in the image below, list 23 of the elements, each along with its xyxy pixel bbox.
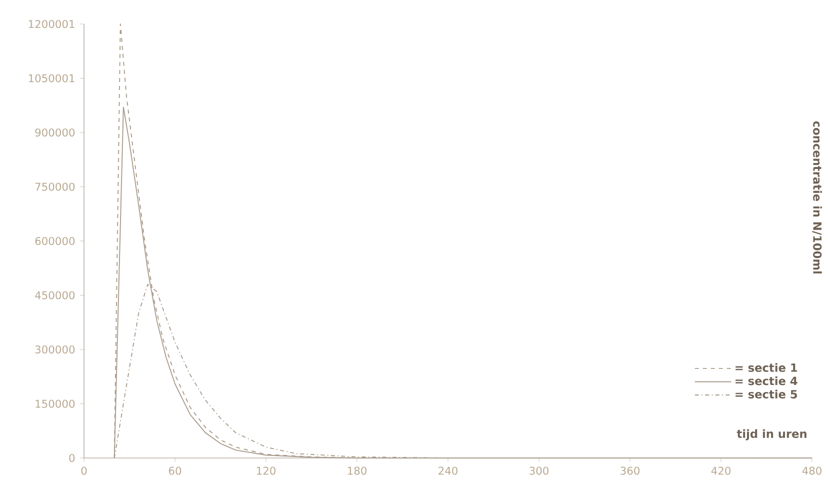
x-tick-label: 0 — [81, 466, 87, 475]
legend-label: = sectie 5 — [736, 390, 797, 398]
y-tick-label: 0 — [69, 454, 75, 462]
y-tick-label: 1050001 — [28, 74, 74, 82]
x-tick-label: 180 — [348, 466, 366, 475]
legend-label: = sectie 4 — [736, 376, 798, 386]
y-tick-label: 1200001 — [28, 20, 74, 28]
y-tick-label: 300000 — [35, 345, 75, 354]
x-tick-label: 300 — [530, 466, 548, 475]
x-tick-label: 360 — [620, 466, 640, 475]
x-tick-label: 420 — [711, 466, 730, 475]
x-tick-label: 60 — [168, 466, 182, 475]
y-tick-label: 900000 — [35, 128, 75, 137]
y-tick-label: 750000 — [35, 182, 75, 191]
y-axis-title: concentratie in N/100ml — [812, 121, 822, 274]
y-tick-label: 150000 — [36, 400, 75, 408]
x-axis-title: tijd in uren — [736, 429, 806, 440]
y-tick-label: 600000 — [35, 236, 75, 246]
y-tick-label: 450000 — [35, 291, 75, 300]
legend-label: = sectie 1 — [736, 363, 798, 372]
x-tick-label: 240 — [438, 466, 458, 475]
x-tick-label: 480 — [802, 466, 822, 475]
x-tick-label: 120 — [256, 466, 276, 475]
